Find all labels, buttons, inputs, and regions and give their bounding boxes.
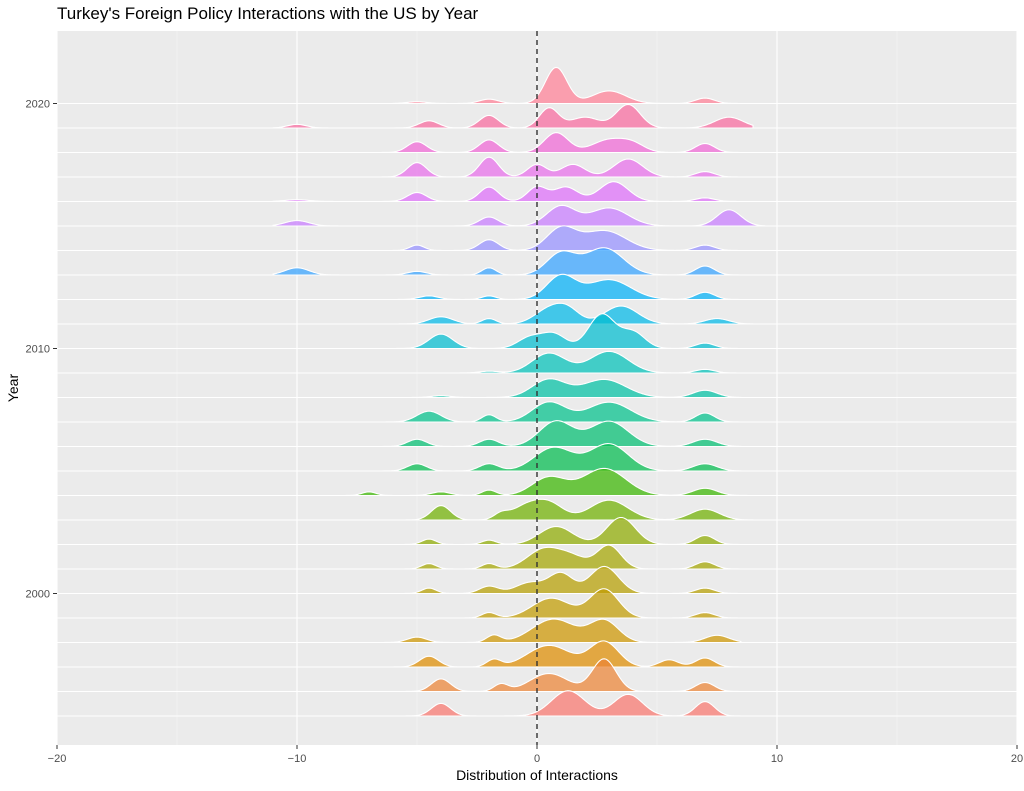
ridge-2015: [272, 204, 766, 227]
x-tick-label: 10: [771, 753, 783, 765]
ridge-2004: [344, 467, 754, 497]
ridge-2008: [320, 378, 742, 399]
x-tick-label: −20: [48, 753, 67, 765]
ridge-1999: [392, 588, 742, 619]
ridge-1996: [392, 658, 742, 693]
ridge-2016: [272, 181, 742, 203]
ridge-2017: [344, 156, 742, 178]
y-tick-label: 2010: [26, 344, 50, 356]
ridge-2014: [296, 225, 742, 252]
chart-title: Turkey's Foreign Policy Interactions wit…: [57, 4, 479, 23]
ridge-2003: [344, 498, 754, 521]
ridge-2020: [392, 66, 742, 105]
ridge-2011: [344, 302, 754, 325]
ridge-2013: [272, 247, 742, 276]
y-tick-label: 2000: [26, 589, 50, 601]
ridge-layer: [272, 66, 766, 717]
y-tick-label: 2020: [26, 99, 50, 111]
ridge-2019: [272, 103, 754, 129]
ridge-1997: [368, 640, 754, 668]
ridge-1998: [380, 618, 742, 644]
ridge-2006: [368, 420, 742, 448]
ridge-2010: [392, 313, 742, 350]
x-axis-label: Distribution of Interactions: [456, 767, 618, 783]
ridge-2012: [368, 273, 742, 301]
x-tick-label: −10: [288, 753, 307, 765]
ridge-2001: [368, 544, 742, 570]
ridge-2018: [344, 132, 754, 154]
ridge-1995: [380, 690, 742, 717]
x-tick-label: 0: [534, 753, 540, 765]
ridge-2007: [368, 401, 742, 423]
ridge-2000: [368, 565, 742, 595]
ridge-2002: [380, 516, 754, 546]
axis-layer: −20 −10 0 10 20 2000 2010 2020: [26, 99, 1024, 766]
y-axis-label: Year: [5, 373, 21, 403]
ridge-2009: [368, 350, 742, 374]
x-tick-label: 20: [1011, 753, 1023, 765]
ridge-2005: [368, 443, 742, 472]
